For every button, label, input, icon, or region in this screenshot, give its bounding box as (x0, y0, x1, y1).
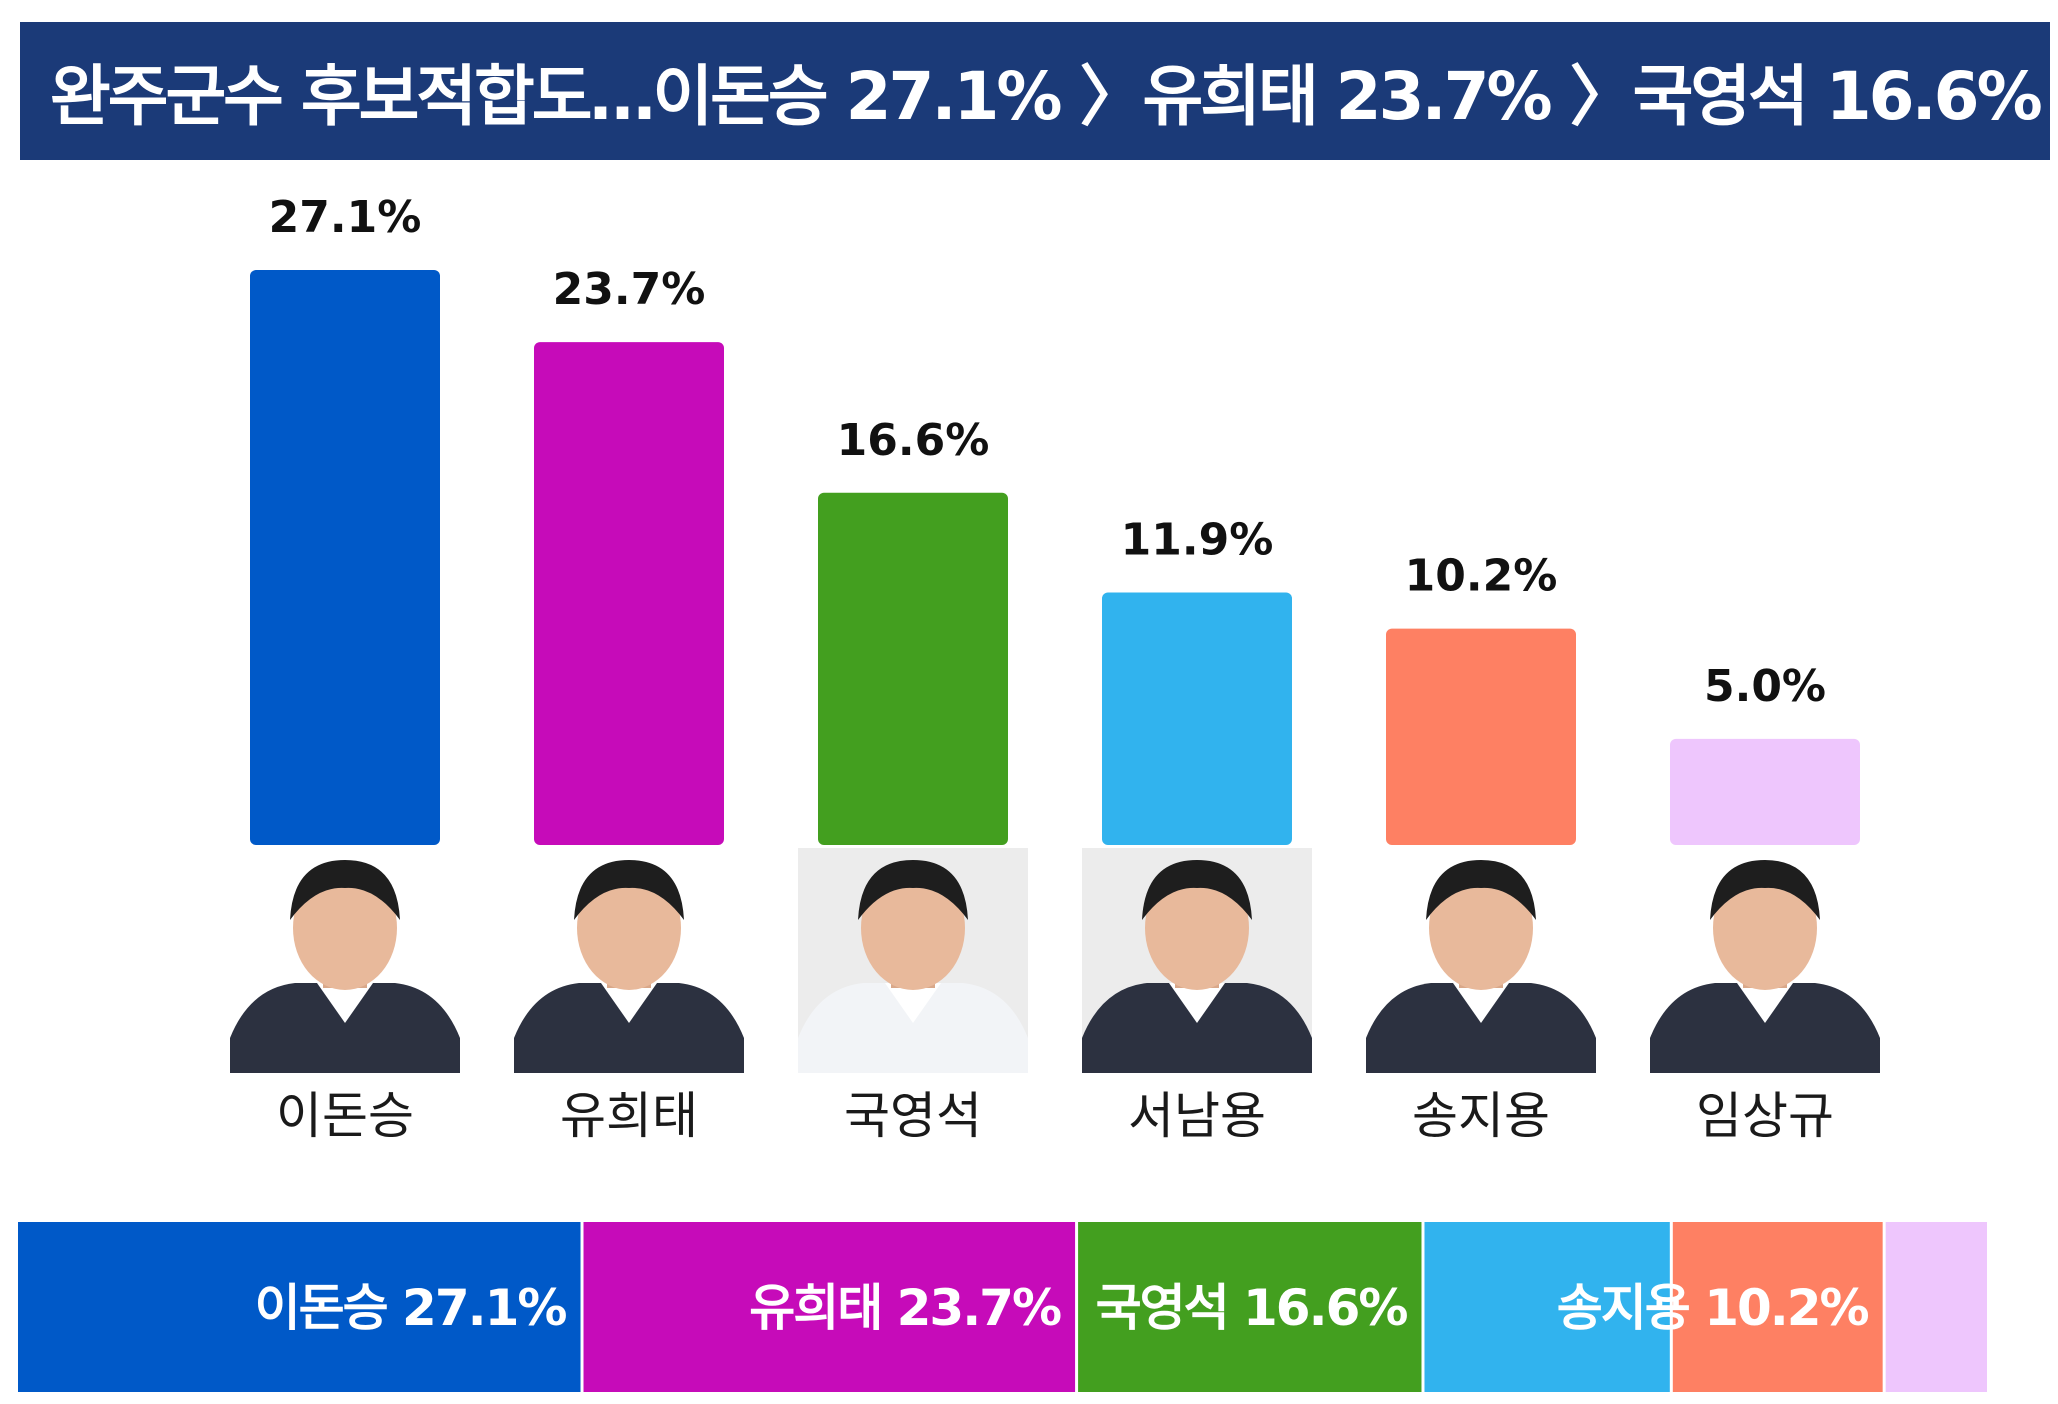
stacked-segment-3 (1424, 1222, 1670, 1392)
bar-value-label-5: 5.0% (1704, 661, 1826, 712)
names-layer: 이돈승 유희태 국영석 서남용 송지용 임상규 (276, 1087, 1834, 1145)
chart-title: 완주군수 후보적합도…이돈승 27.1% 〉유희태 23.7% 〉국영석 16.… (50, 58, 2043, 135)
stacked-segment-label-0: 이돈승 27.1% (255, 1279, 567, 1337)
stacked-segment-2 (1078, 1222, 1422, 1392)
bar-value-label-0: 27.1% (269, 192, 422, 243)
stacked-segment-4 (1672, 1222, 1883, 1392)
stacked-segment-label-2: 국영석 16.6% (1096, 1279, 1408, 1337)
bar-value-label-4: 10.2% (1405, 551, 1558, 602)
bar-value-label-1: 23.7% (553, 264, 706, 315)
stacked-segment-label-1: 유희태 23.7% (749, 1279, 1061, 1337)
person-photo-icon (1082, 848, 1312, 1073)
bars-layer: 27.1% 23.7% 16.6% 11.9% 10.2% 5.0% (250, 192, 1860, 845)
person-photo-icon (1366, 848, 1596, 1073)
candidate-name-5: 임상규 (1696, 1087, 1834, 1145)
bar-0 (250, 270, 440, 845)
person-photo-icon (230, 848, 460, 1073)
stacked-segment-label-4: 송지용 10.2% (1557, 1279, 1869, 1337)
photos-layer (230, 848, 1880, 1073)
candidate-name-3: 서남용 (1128, 1087, 1266, 1145)
candidate-name-2: 국영석 (844, 1087, 982, 1145)
candidate-name-1: 유희태 (560, 1087, 698, 1145)
person-photo-icon (514, 848, 744, 1073)
person-photo-icon (1650, 848, 1880, 1073)
stacked-segment-1 (583, 1222, 1076, 1392)
title-banner: 완주군수 후보적합도…이돈승 27.1% 〉유희태 23.7% 〉국영석 16.… (20, 22, 2050, 160)
bar-value-label-3: 11.9% (1121, 515, 1274, 566)
stacked-segment-0 (18, 1222, 581, 1392)
candidate-name-4: 송지용 (1412, 1087, 1550, 1145)
bar-value-label-2: 16.6% (837, 415, 990, 466)
person-photo-icon (798, 848, 1028, 1073)
bar-5 (1670, 738, 1860, 845)
bar-3 (1102, 592, 1292, 845)
candidate-name-0: 이돈승 (276, 1087, 414, 1145)
stacked-bar: 이돈승 27.1% 유희태 23.7% 국영석 16.6% 송지용 10.2% (18, 1222, 1987, 1392)
stacked-segment-5 (1885, 1222, 1987, 1392)
bar-4 (1386, 628, 1576, 845)
bar-2 (818, 492, 1008, 845)
bar-1 (534, 342, 724, 845)
